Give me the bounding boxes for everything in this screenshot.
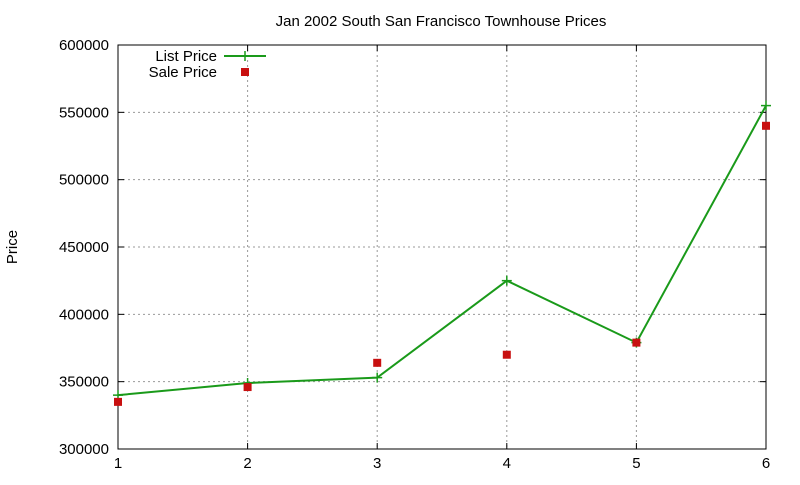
sale-price-point — [502, 350, 511, 359]
axis-ticks: 300000 350000 400000 450000 500000 550000 6000… — [59, 37, 770, 472]
legend-marker-sale-price — [241, 68, 249, 76]
list-price-point — [501, 275, 512, 286]
x-tick-label: 2 — [243, 455, 251, 472]
x-tick-label: 3 — [373, 455, 381, 472]
chart-title: Jan 2002 South San Francisco Townhouse P… — [276, 13, 607, 30]
y-tick-label: 450000 — [59, 239, 109, 256]
sale-price-point — [632, 338, 641, 347]
series-layer — [113, 100, 771, 406]
y-axis-label: Price — [4, 230, 21, 264]
legend-label-list-price: List Price — [155, 48, 217, 65]
y-tick-label: 400000 — [59, 306, 109, 323]
grid-lines — [118, 45, 766, 449]
plot-frame — [117, 44, 767, 450]
list-price-point — [761, 100, 771, 111]
x-tick-label: 5 — [632, 455, 640, 472]
legend-marker-list-price — [240, 51, 250, 61]
y-tick-label: 300000 — [59, 441, 109, 458]
sale-price-point — [114, 397, 122, 406]
x-tick-label: 1 — [114, 455, 122, 472]
x-tick-label: 6 — [762, 455, 770, 472]
list-price-point — [372, 372, 383, 383]
y-tick-label: 550000 — [59, 104, 109, 121]
sale-price-point — [373, 358, 382, 367]
y-tick-label: 350000 — [59, 374, 109, 391]
sale-price-point — [243, 383, 252, 392]
sale-price-point — [762, 121, 770, 130]
y-tick-label: 600000 — [59, 37, 109, 54]
legend-label-sale-price: Sale Price — [149, 64, 217, 81]
x-tick-label: 4 — [503, 455, 511, 472]
y-tick-label: 500000 — [59, 172, 109, 189]
list-price-line — [117, 105, 767, 397]
